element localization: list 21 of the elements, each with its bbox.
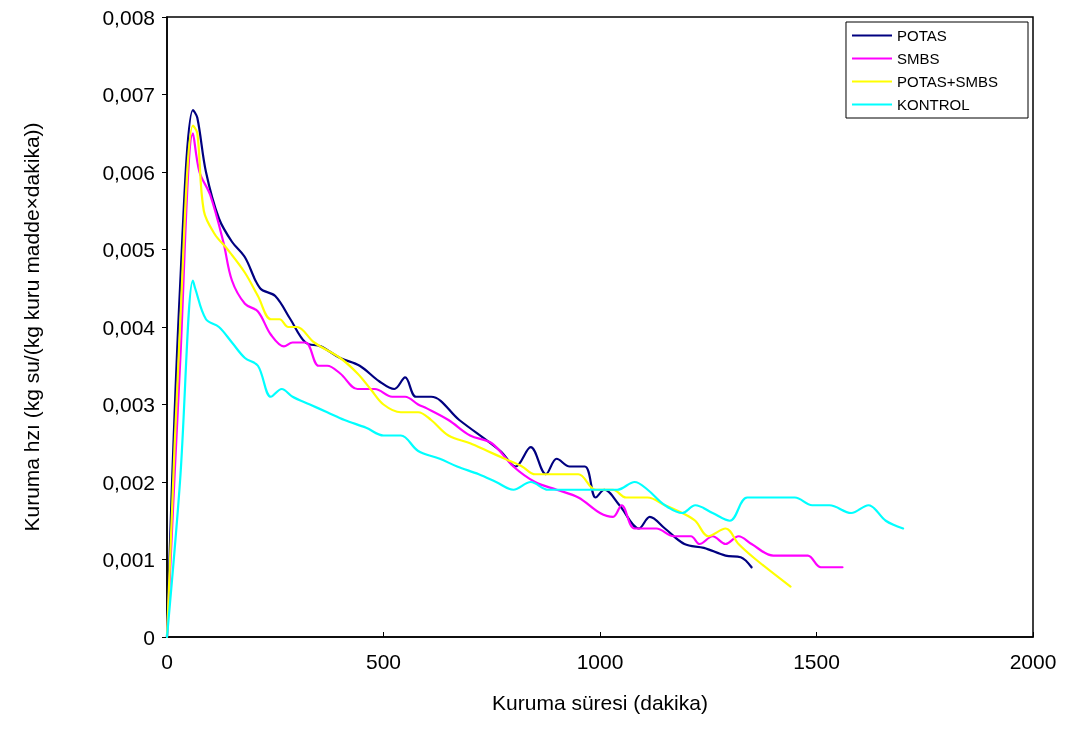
line-series xyxy=(165,279,905,639)
y-tick-label: 0,008 xyxy=(102,5,155,29)
x-tick-label: 500 xyxy=(365,650,402,673)
y-tick-label: 0,002 xyxy=(102,470,155,494)
y-tick-label: 0,007 xyxy=(102,83,155,106)
legend-label: POTAS+SMBS xyxy=(897,73,999,90)
y-tick-label: 0,005 xyxy=(102,238,155,261)
x-tick-label: 1000 xyxy=(576,650,624,673)
y-tick-label: 0,006 xyxy=(102,160,155,184)
y-tick-label: 0,003 xyxy=(102,393,155,416)
legend-label: SMBS xyxy=(897,50,940,67)
x-tick-label: 0 xyxy=(161,650,173,673)
legend-label: POTAS xyxy=(897,27,947,44)
x-tick-label: 1500 xyxy=(793,650,840,673)
legend-label: KONTROL xyxy=(897,96,970,113)
y-tick-label: 0 xyxy=(143,625,155,649)
x-axis-title: Kuruma süresi (dakika) xyxy=(492,691,708,714)
y-tick-label: 0,001 xyxy=(102,548,155,571)
y-axis-title: Kuruma hzı (kg su/(kg kuru madde×dakika)) xyxy=(20,122,43,532)
x-tick-label: 2000 xyxy=(1009,650,1057,673)
y-tick-label: 0,004 xyxy=(102,315,156,339)
